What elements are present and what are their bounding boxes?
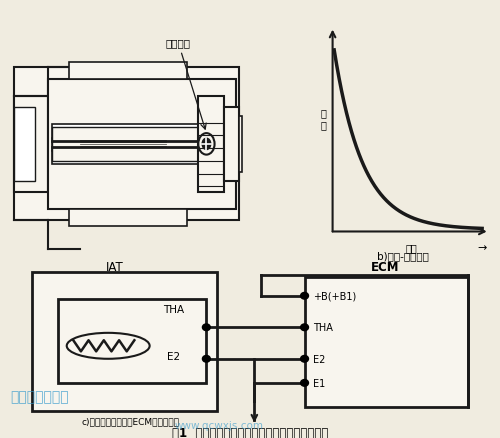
Text: E1: E1 [314,378,326,388]
Bar [70,209,187,226]
Text: 图1  进气温度传感器结构及其电阱电压温度特性: 图1 进气温度传感器结构及其电阱电压温度特性 [172,426,328,438]
Text: 热敏电阱: 热敏电阱 [166,38,190,48]
Bar [52,127,213,162]
Bar [52,125,213,164]
Circle shape [300,324,308,331]
Circle shape [202,139,210,150]
Text: www.qcwxjs.com: www.qcwxjs.com [175,420,264,431]
Bar [14,108,35,181]
Circle shape [300,356,308,362]
Circle shape [202,324,210,331]
Text: 温度: 温度 [406,242,417,252]
Bar [198,96,224,193]
Bar [58,300,206,383]
Text: b)电阱-温度特性: b)电阱-温度特性 [378,251,430,261]
Text: +B(+B1): +B(+B1) [314,291,356,301]
Text: 汽车维修技术网: 汽车维修技术网 [10,390,68,404]
Text: 电
阻: 电 阻 [320,108,326,130]
Text: IAT: IAT [106,260,124,273]
Bar [238,117,242,173]
Text: ECM: ECM [371,260,400,273]
Circle shape [202,356,210,362]
Text: →: → [478,242,487,252]
Text: THA: THA [314,322,333,332]
Bar [14,96,48,193]
Text: E2: E2 [167,351,180,361]
Text: E2: E2 [314,354,326,364]
Text: c)进气温度传感器与ECM的线路连接: c)进气温度传感器与ECM的线路连接 [81,417,179,426]
Ellipse shape [66,333,150,359]
Bar [304,278,468,407]
Bar [48,80,236,209]
Text: a)进气温度传感器结构: a)进气温度传感器结构 [90,278,156,288]
Circle shape [300,293,308,300]
Bar [70,63,187,80]
Bar [32,272,218,411]
Bar [14,68,238,221]
Bar [224,108,238,181]
Text: THA: THA [163,305,184,315]
Circle shape [300,380,308,386]
